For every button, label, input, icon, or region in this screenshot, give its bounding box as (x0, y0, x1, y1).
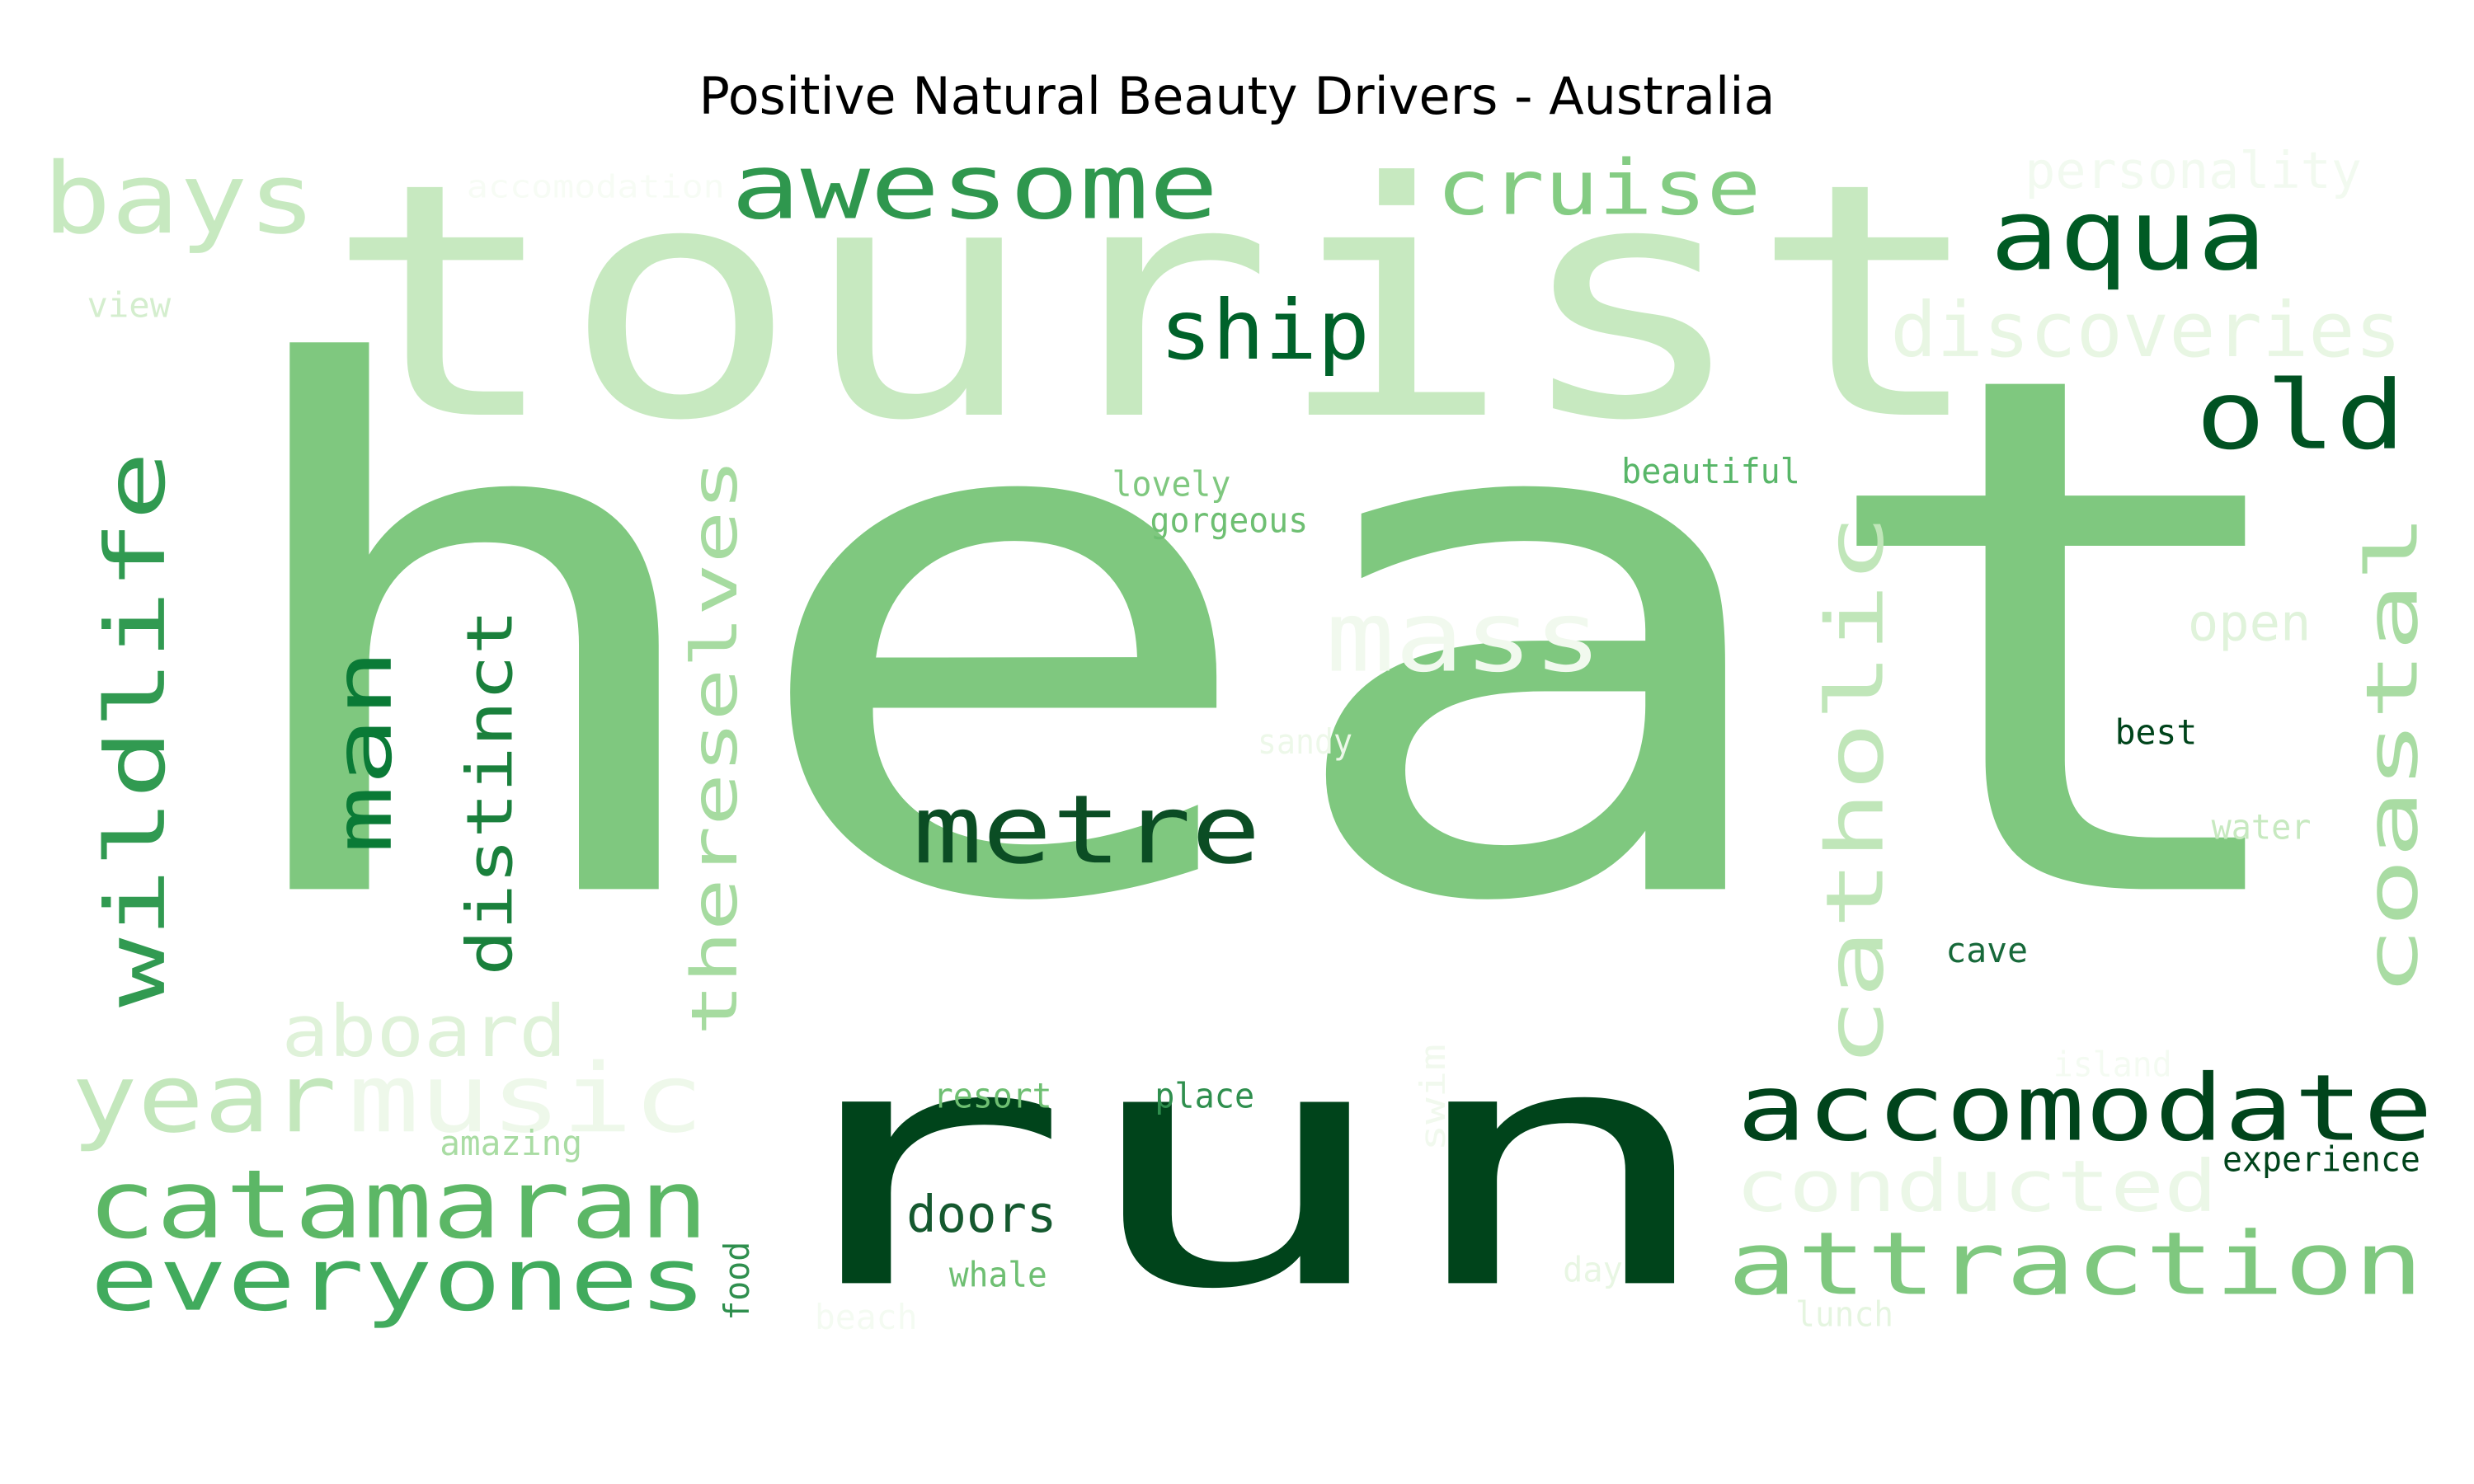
cloud-word: everyones (90, 1228, 708, 1331)
cloud-word: catamaran (87, 1148, 709, 1261)
cloud-word: doors (906, 1184, 1057, 1244)
cloud-word: resort (933, 1075, 1052, 1116)
cloud-word: accomodate (1737, 1054, 2434, 1162)
cloud-word: metre (912, 774, 1261, 885)
cloud-word: ship (1159, 282, 1370, 378)
cloud-word: view (87, 284, 172, 326)
cloud-word: old (2195, 359, 2406, 472)
cloud-word: experience (2222, 1139, 2420, 1180)
cloud-word: swim (1412, 1044, 1454, 1152)
cloud-word: aboard (281, 989, 567, 1073)
cloud-word: discoveries (1890, 285, 2402, 375)
cloud-word: music (347, 1043, 704, 1154)
cloud-word: aqua (1990, 177, 2267, 293)
cloud-word: open (2187, 593, 2312, 653)
cloud-word: day (1563, 1249, 1623, 1290)
cloud-word: year (71, 1043, 337, 1154)
cloud-word: bays (42, 141, 317, 256)
cloud-word: cave (1945, 929, 2029, 971)
cloud-word: food (716, 1241, 758, 1321)
cloud-word: water (2211, 806, 2312, 848)
figure-title: Positive Natural Beauty Drivers - Austra… (698, 66, 1776, 126)
cloud-word: tourist (324, 113, 1987, 493)
cloud-word: wildlife (87, 451, 184, 1007)
cloud-word: accomodation (466, 167, 725, 205)
cloud-word: island (2053, 1044, 2172, 1085)
cloud-word: mass (1325, 579, 1602, 694)
cloud-word: beach (814, 1296, 918, 1338)
cloud-word: place (1155, 1075, 1255, 1116)
cloud-word: heat (205, 219, 2332, 1062)
cloud-word: amazing (440, 1122, 583, 1164)
cloud-word: lovely (1112, 463, 1231, 505)
cloud-word: personality (2025, 140, 2362, 200)
cloud-word: lunch (1795, 1294, 1894, 1335)
cloud-word: distinct (453, 608, 528, 976)
cloud-word: attraction (1727, 1213, 2424, 1315)
cloud-word: awesome (731, 134, 1219, 240)
cloud-word: catholic (1808, 514, 1902, 1068)
cloud-word: beautiful (1621, 450, 1800, 492)
cloud-word: sandy (1257, 721, 1353, 763)
cloud-word: coastal (2350, 513, 2434, 997)
cloud-word: best (2114, 711, 2198, 753)
cloud-word: cruise (1436, 143, 1761, 232)
cloud-word: run (746, 974, 1723, 1364)
cloud-word: thereselves (677, 458, 752, 1036)
cloud-word: man (317, 648, 410, 854)
cloud-word: whale (948, 1254, 1047, 1295)
cloud-word: gorgeous (1150, 500, 1309, 541)
cloud-word: conducted (1735, 1144, 2218, 1228)
